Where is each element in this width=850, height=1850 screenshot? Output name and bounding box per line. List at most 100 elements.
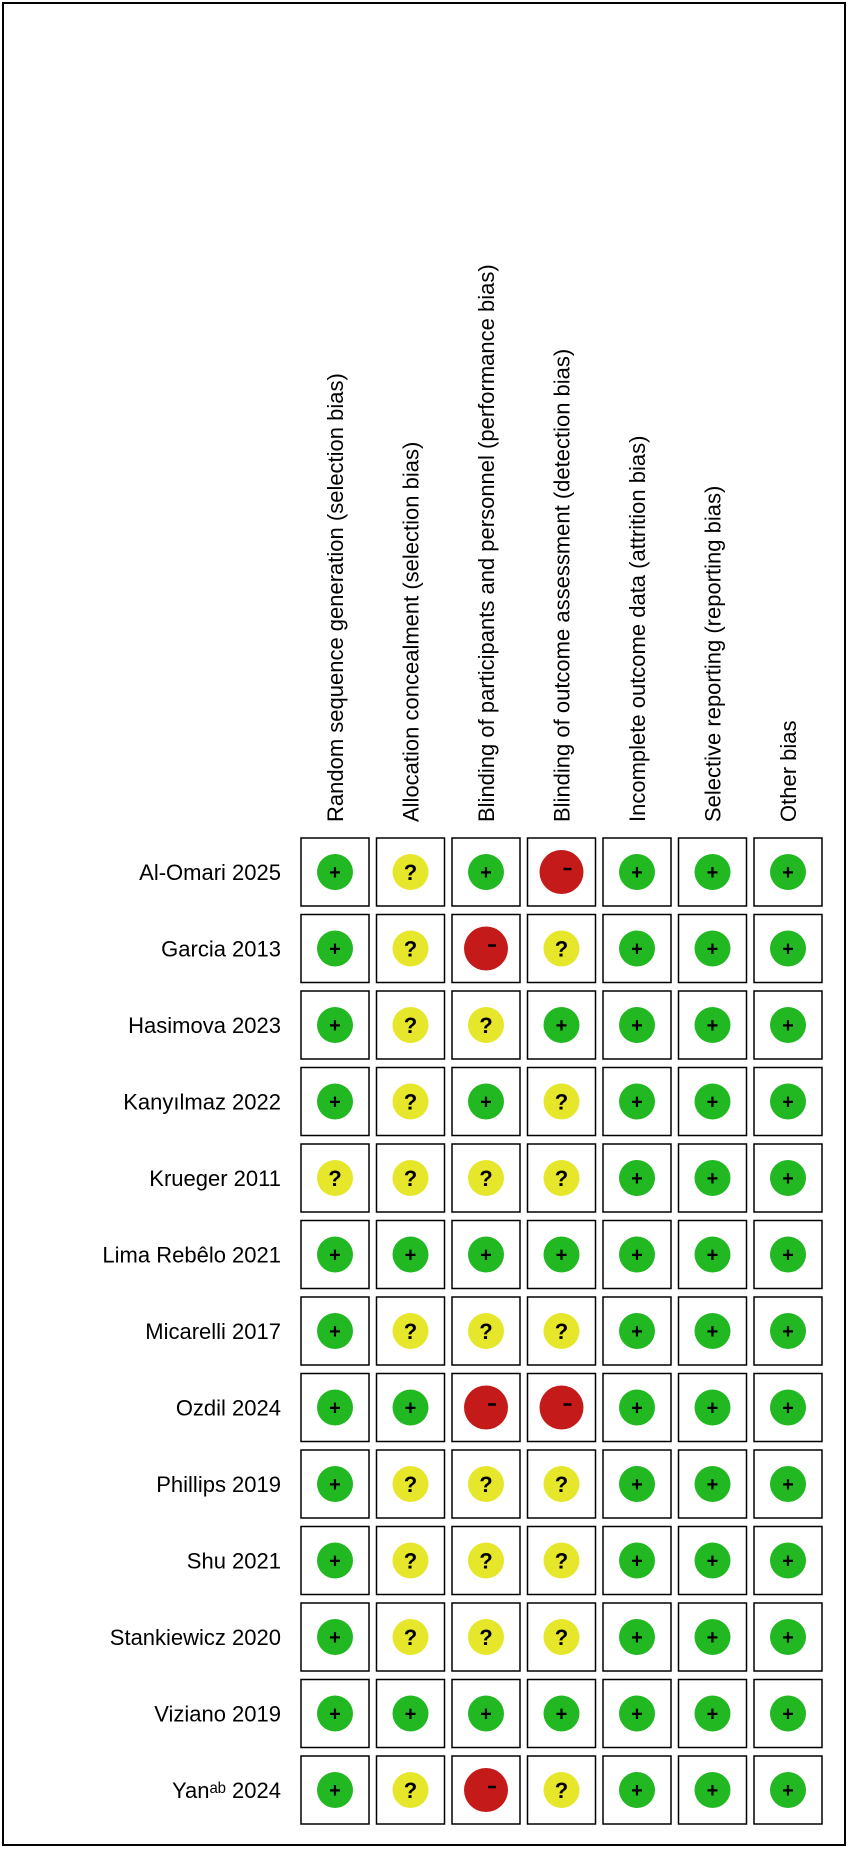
rating-symbol: + xyxy=(631,1780,643,1802)
rating-dot xyxy=(392,1466,429,1502)
rating-dot xyxy=(619,1313,655,1349)
rating-symbol: + xyxy=(329,1398,341,1420)
rating-dot xyxy=(543,1542,580,1579)
rating-dot xyxy=(468,854,504,890)
rating-dot xyxy=(317,854,353,890)
rating-symbol: ? xyxy=(555,1090,568,1115)
rating-dot xyxy=(543,1466,580,1502)
rating-dot xyxy=(619,1007,655,1043)
rating-dot xyxy=(392,1389,429,1426)
rating-symbol: + xyxy=(782,1627,794,1649)
rating-symbol: + xyxy=(782,1398,794,1420)
rating-symbol: + xyxy=(707,1015,719,1037)
rating-dot xyxy=(468,1695,504,1732)
rating-symbol: + xyxy=(782,1092,794,1114)
study-label: Krueger 2011 xyxy=(149,1166,281,1191)
rating-symbol: + xyxy=(556,1704,568,1726)
rating-symbol: + xyxy=(631,1474,643,1496)
rating-symbol: + xyxy=(329,1780,341,1802)
rating-dot xyxy=(317,1083,353,1120)
rating-dot xyxy=(317,1695,353,1732)
rating-dot xyxy=(317,1389,353,1426)
rating-symbol: + xyxy=(631,1627,643,1649)
rating-symbol: + xyxy=(631,1704,643,1726)
rating-dot xyxy=(468,1466,504,1502)
rating-symbol: + xyxy=(707,1704,719,1726)
rating-dot xyxy=(543,1083,580,1120)
rating-dot xyxy=(694,1772,731,1808)
rating-dot xyxy=(317,1772,353,1808)
rating-symbol: + xyxy=(707,1474,719,1496)
rating-dot xyxy=(392,1007,429,1043)
study-label: Yanᵃᵇ 2024 xyxy=(172,1778,281,1803)
study-label: Stankiewicz 2020 xyxy=(110,1625,281,1650)
rating-symbol: ? xyxy=(404,1319,417,1344)
rating-symbol: ? xyxy=(555,937,568,962)
rating-dot xyxy=(543,930,580,967)
rating-dot xyxy=(468,1619,504,1655)
study-label: Phillips 2019 xyxy=(156,1472,281,1497)
rating-symbol: + xyxy=(480,1092,492,1114)
rating-symbol: ? xyxy=(328,1166,341,1191)
rating-symbol: + xyxy=(329,1627,341,1649)
study-label: Ozdil 2024 xyxy=(176,1396,281,1421)
rating-dot xyxy=(770,1619,806,1655)
rating-dot xyxy=(770,930,806,967)
rating-dot xyxy=(543,1007,580,1043)
rating-dot xyxy=(468,1542,504,1579)
rating-dot xyxy=(317,1236,353,1273)
rating-symbol: + xyxy=(782,1245,794,1267)
domain-header: Blinding of participants and personnel (… xyxy=(474,264,499,822)
domain-header: Incomplete outcome data (attrition bias) xyxy=(625,436,650,822)
rating-dot xyxy=(464,1385,508,1430)
rating-dot xyxy=(543,1160,580,1196)
study-label: Garcia 2013 xyxy=(161,937,281,962)
rating-dot xyxy=(770,1236,806,1273)
rating-cell xyxy=(451,1525,521,1596)
rating-dot xyxy=(619,1389,655,1426)
rating-symbol: + xyxy=(782,939,794,961)
rating-symbol: + xyxy=(631,1168,643,1190)
rating-dot xyxy=(619,1083,655,1120)
rating-dot xyxy=(543,1619,580,1655)
rating-cell xyxy=(526,1296,597,1366)
rating-dot xyxy=(770,1083,806,1120)
rating-symbol: + xyxy=(631,1015,643,1037)
rating-dot xyxy=(694,1236,731,1273)
rating-symbol: ? xyxy=(555,1549,568,1574)
rating-symbol: ? xyxy=(404,1549,417,1574)
rating-dot xyxy=(392,1695,429,1732)
rating-dot xyxy=(392,930,429,967)
rating-dot xyxy=(392,1083,429,1120)
rating-symbol: ? xyxy=(404,1778,417,1803)
rating-dot xyxy=(317,1619,353,1655)
rating-dot xyxy=(770,1313,806,1349)
rating-dot xyxy=(543,1313,580,1349)
rating-symbol: + xyxy=(782,1321,794,1343)
rating-dot xyxy=(468,1007,504,1043)
rating-symbol: ? xyxy=(404,1472,417,1497)
rating-symbol: ? xyxy=(479,1472,492,1497)
rating-dot xyxy=(694,1160,731,1196)
rating-symbol: ? xyxy=(555,1319,568,1344)
rating-symbol: + xyxy=(631,1551,643,1573)
rating-cell xyxy=(753,1678,823,1749)
study-label: Viziano 2019 xyxy=(154,1702,281,1727)
rating-dot xyxy=(543,1772,580,1808)
rating-dot xyxy=(543,1236,580,1273)
rating-dot xyxy=(619,1236,655,1273)
rating-dot xyxy=(694,1313,731,1349)
rating-symbol: ? xyxy=(555,1625,568,1650)
study-label: Micarelli 2017 xyxy=(145,1319,281,1344)
rating-symbol: + xyxy=(631,1321,643,1343)
domain-header: Selective reporting (reporting bias) xyxy=(701,486,726,822)
rating-symbol: + xyxy=(707,1627,719,1649)
rating-cell xyxy=(602,913,672,984)
rating-dot xyxy=(392,1542,429,1579)
rating-symbol: + xyxy=(480,1245,492,1267)
rating-symbol: + xyxy=(631,939,643,961)
rating-symbol: ? xyxy=(404,1166,417,1191)
rating-symbol: + xyxy=(782,1780,794,1802)
rating-symbol: ? xyxy=(479,1166,492,1191)
rating-symbol: + xyxy=(329,1474,341,1496)
